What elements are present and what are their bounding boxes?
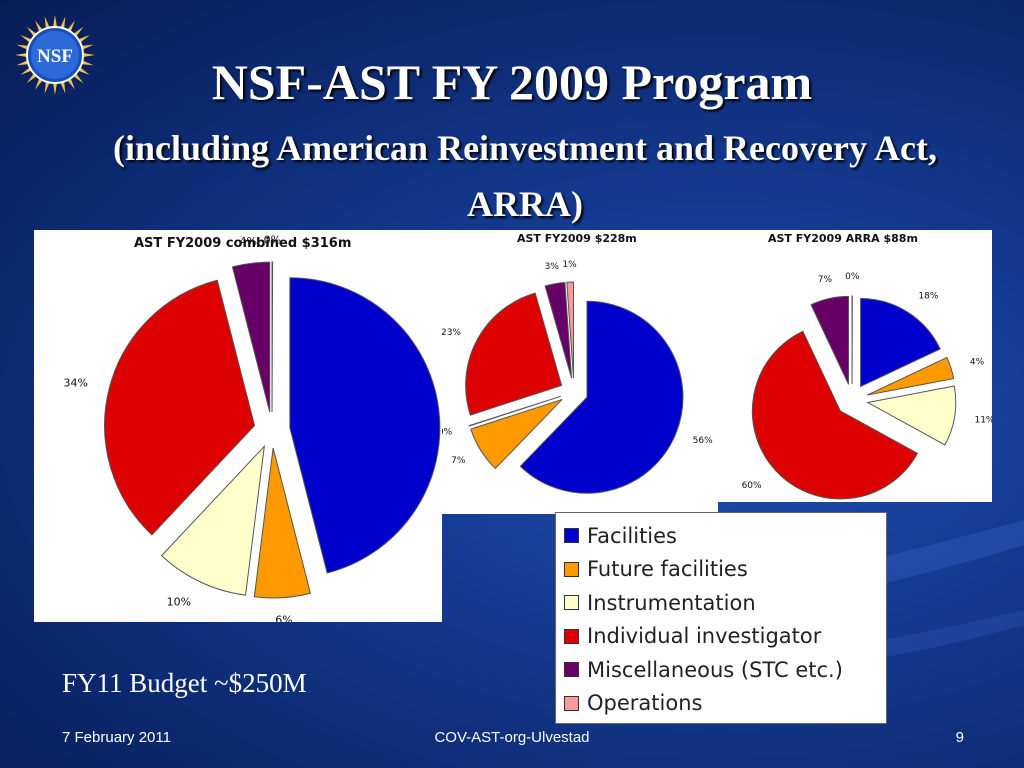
chart-title: AST FY2009 ARRA $88m: [768, 232, 918, 245]
data-label: 10%: [167, 596, 191, 609]
data-label: 0%: [264, 234, 281, 247]
pie-slice: [160, 444, 266, 596]
legend-label: Instrumentation: [587, 590, 756, 615]
data-label: 60%: [742, 481, 762, 491]
legend-label: Future facilities: [587, 557, 748, 582]
pie-chart-arra: AST FY2009 ARRA $88m 18% 4% 11% 60% 7% 0%: [718, 230, 992, 502]
nsf-logo: NSF: [14, 14, 96, 96]
pie-slice: [519, 300, 684, 494]
pie-slice: [860, 297, 941, 388]
data-label: 0%: [845, 272, 860, 282]
data-label: 11%: [974, 415, 992, 425]
pie-slice: [751, 330, 919, 500]
pie-chart-regular-svg: AST FY2009 $228m 56% 7% 0% 23% 3%1%: [442, 232, 713, 494]
footer-date: 7 February 2011: [62, 729, 171, 746]
legend-label: Facilities: [587, 523, 677, 548]
pie-chart-arra-svg: AST FY2009 ARRA $88m 18% 4% 11% 60% 7% 0%: [742, 232, 992, 500]
legend-label: Miscellaneous (STC etc.): [587, 657, 843, 682]
data-label: 7%: [818, 275, 833, 285]
pie-chart-combined: AST FY2009 combined $316m 46%6%10%34%4%0…: [34, 230, 442, 622]
footer-title: COV-AST-org-Ulvestad: [434, 729, 590, 746]
pie-chart-regular: AST FY2009 $228m 56% 7% 0% 23% 3%1%: [442, 230, 718, 514]
pie-slice: [271, 261, 274, 413]
legend-swatch: [564, 628, 579, 644]
data-label: 56%: [693, 436, 713, 446]
chart-title: AST FY2009 combined $316m: [134, 236, 351, 251]
data-label: 34%: [64, 376, 88, 389]
legend-swatch: [564, 662, 579, 678]
legend-label: Operations: [587, 691, 703, 716]
data-label: 0%: [442, 427, 453, 437]
legend-swatch: [564, 528, 579, 544]
legend-swatch: [564, 561, 579, 577]
pie-slice: [104, 279, 256, 536]
pie-slice: [867, 356, 955, 396]
data-label: 23%: [442, 328, 461, 338]
chart-title: AST FY2009 $228m: [517, 232, 637, 245]
data-label: 6%: [275, 613, 292, 622]
pie-slice: [470, 398, 563, 470]
data-label: 3%: [545, 262, 560, 272]
legend-item: Miscellaneous (STC etc.): [564, 653, 878, 687]
legend-label: Individual investigator: [587, 624, 822, 649]
legend-item: Facilities: [564, 519, 878, 553]
pie-slice: [289, 277, 441, 574]
pie-slice: [566, 281, 575, 379]
logo-text: NSF: [37, 46, 73, 67]
legend-item: Instrumentation: [564, 586, 878, 620]
data-label: 4%: [970, 358, 985, 368]
pie-slice: [544, 281, 573, 379]
data-label: 4%: [239, 235, 256, 248]
legend-item: Individual investigator: [564, 620, 878, 654]
slide-title: NSF-AST FY 2009 Program: [211, 54, 813, 110]
data-label: 1%: [562, 260, 577, 270]
pie-slice: [231, 261, 271, 413]
pie-slice: [253, 447, 312, 599]
page-number: 9: [955, 729, 964, 746]
legend-swatch: [564, 595, 579, 611]
legend-swatch: [564, 695, 579, 711]
data-label: 7%: [451, 456, 466, 466]
budget-note: FY11 Budget ~$250M: [62, 668, 307, 698]
pie-slice: [810, 295, 850, 385]
legend-item: Future facilities: [564, 553, 878, 587]
slide-subtitle: (including American Reinvestment and Rec…: [113, 128, 937, 224]
pie-slice: [866, 385, 957, 446]
chart-legend: Facilities Future facilities Instrumenta…: [555, 512, 887, 724]
pie-chart-combined-svg: AST FY2009 combined $316m 46%6%10%34%4%0…: [64, 234, 441, 622]
legend-item: Operations: [564, 687, 878, 721]
nsf-seal-icon: NSF: [15, 15, 95, 95]
pie-slice: [465, 292, 563, 416]
pie-slice: [468, 395, 561, 427]
data-label: 18%: [918, 291, 938, 301]
